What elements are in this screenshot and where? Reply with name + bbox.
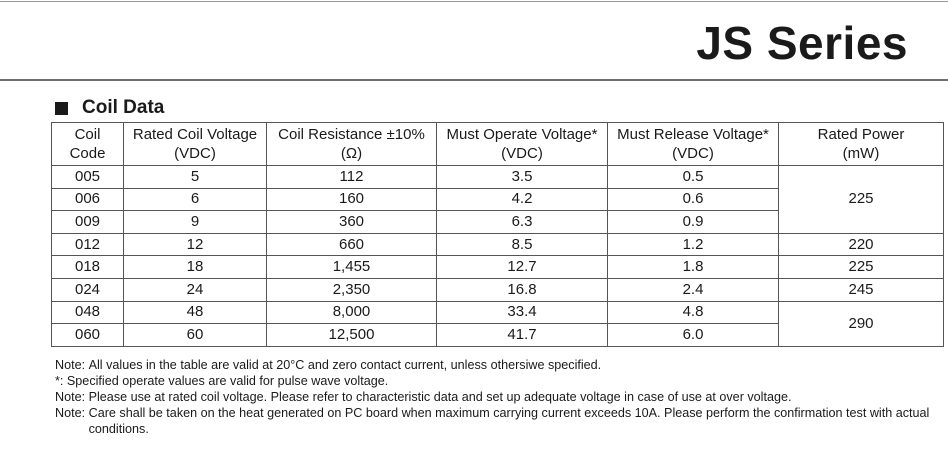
- cell-operate-voltage: 33.4: [436, 300, 608, 325]
- cell-coil-code: 048: [51, 300, 124, 325]
- cell-rated-voltage: 18: [123, 255, 267, 279]
- cell-rated-power: 225: [778, 255, 944, 279]
- note-label: Note:: [55, 406, 89, 420]
- cell-rated-voltage: 60: [123, 323, 267, 347]
- note-text: All values in the table are valid at 20°…: [88, 358, 602, 372]
- cell-release-voltage: 0.9: [607, 210, 779, 234]
- cell-coil-code: 024: [51, 277, 124, 302]
- section-heading: Coil Data: [55, 97, 164, 119]
- cell-resistance: 160: [266, 187, 437, 212]
- cell-coil-code: 018: [51, 255, 124, 279]
- cell-operate-voltage: 12.7: [436, 255, 608, 279]
- cell-rated-voltage: 24: [123, 277, 267, 302]
- note-item: *: Specified operate values are valid fo…: [55, 373, 945, 389]
- table-row: 012 12 660 8.5 1.2 220: [51, 232, 944, 257]
- cell-operate-voltage: 3.5: [436, 165, 608, 189]
- header-coil-code: Coil Code: [51, 122, 124, 166]
- cell-rated-voltage: 5: [123, 165, 267, 189]
- note-text: Specified operate values are valid for p…: [66, 374, 389, 388]
- cell-coil-code: 009: [51, 210, 124, 234]
- note-item: Note: All values in the table are valid …: [55, 357, 945, 373]
- header-must-release-voltage: Must Release Voltage* (VDC): [607, 122, 779, 166]
- cell-rated-voltage: 6: [123, 187, 267, 212]
- table-header-row: Coil Code Rated Coil Voltage (VDC) Coil Re…: [51, 122, 944, 166]
- cell-resistance: 360: [266, 210, 437, 234]
- cell-release-voltage: 0.5: [607, 165, 779, 189]
- cell-coil-code: 005: [51, 165, 124, 189]
- cell-resistance: 1,455: [266, 255, 437, 279]
- coil-data-table: Coil Code Rated Coil Voltage (VDC) Coil Re…: [51, 122, 944, 347]
- cell-resistance: 12,500: [266, 323, 437, 347]
- cell-rated-voltage: 12: [123, 232, 267, 257]
- header-rated-power: Rated Power (mW): [778, 122, 944, 166]
- cell-operate-voltage: 8.5: [436, 232, 608, 257]
- header-rated-coil-voltage: Rated Coil Voltage (VDC): [123, 122, 267, 166]
- cell-rated-voltage: 9: [123, 210, 267, 234]
- note-label: Note:: [55, 390, 89, 404]
- square-bullet-icon: [55, 101, 68, 115]
- table-row: 048 48 8,000 33.4 4.8 290: [51, 300, 944, 347]
- header-coil-resistance: Coil Resistance ±10% (Ω): [266, 122, 437, 166]
- cell-operate-voltage: 16.8: [436, 277, 608, 302]
- cell-resistance: 112: [266, 165, 437, 189]
- cell-rated-power: 225: [778, 165, 944, 234]
- note-item: Note: Care shall be taken on the heat ge…: [55, 405, 945, 437]
- cell-operate-voltage: 6.3: [436, 210, 608, 234]
- cell-release-voltage: 1.8: [607, 255, 779, 279]
- note-text: Care shall be taken on the heat generate…: [88, 406, 930, 436]
- cell-release-voltage: 6.0: [607, 323, 779, 347]
- note-text: Please use at rated coil voltage. Please…: [88, 390, 792, 404]
- notes: Note: All values in the table are valid …: [55, 357, 945, 437]
- header-rule: [0, 79, 948, 81]
- cell-release-voltage: 2.4: [607, 277, 779, 302]
- cell-resistance: 8,000: [266, 300, 437, 325]
- cell-coil-code: 060: [51, 323, 124, 347]
- header-must-operate-voltage: Must Operate Voltage* (VDC): [436, 122, 608, 166]
- table-row: 060 60 12,500 41.7 6.0: [51, 323, 944, 347]
- cell-rated-power: 290: [778, 300, 944, 347]
- cell-rated-power: 245: [778, 277, 944, 302]
- table-row: 018 18 1,455 12.7 1.8 225: [51, 255, 944, 279]
- cell-rated-power: 220: [778, 232, 944, 257]
- cell-resistance: 660: [266, 232, 437, 257]
- note-label: Note:: [55, 358, 89, 372]
- table-row: 005 5 112 3.5 0.5 225: [51, 165, 944, 234]
- top-rule: [0, 1, 948, 2]
- note-label: *:: [55, 374, 67, 388]
- table-row: 024 24 2,350 16.8 2.4 245: [51, 277, 944, 302]
- cell-coil-code: 006: [51, 187, 124, 212]
- cell-release-voltage: 0.6: [607, 187, 779, 212]
- section-title: Coil Data: [82, 97, 165, 118]
- cell-operate-voltage: 4.2: [436, 187, 608, 212]
- note-item: Note: Please use at rated coil voltage. …: [55, 389, 945, 405]
- cell-release-voltage: 1.2: [607, 232, 779, 257]
- cell-rated-voltage: 48: [123, 300, 267, 325]
- cell-resistance: 2,350: [266, 277, 437, 302]
- series-title: JS Series: [696, 17, 908, 69]
- cell-coil-code: 012: [51, 232, 124, 257]
- cell-operate-voltage: 41.7: [436, 323, 608, 347]
- cell-release-voltage: 4.8: [607, 300, 779, 325]
